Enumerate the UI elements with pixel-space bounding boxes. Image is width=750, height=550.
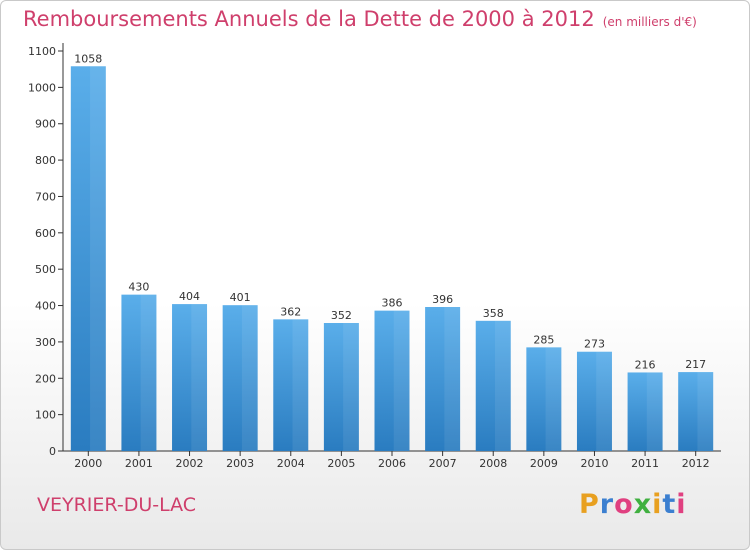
bar bbox=[273, 319, 309, 451]
data-label: 396 bbox=[432, 293, 453, 306]
bar-highlight bbox=[343, 323, 359, 451]
bar bbox=[678, 372, 714, 451]
bar bbox=[222, 305, 258, 451]
logo-letter: o bbox=[614, 489, 634, 520]
data-label: 1058 bbox=[74, 52, 102, 65]
bar-highlight bbox=[545, 347, 562, 451]
y-tick-label: 300 bbox=[35, 336, 56, 349]
data-label: 401 bbox=[230, 291, 251, 304]
bar-highlight bbox=[494, 320, 511, 451]
logo-letter: P bbox=[579, 489, 600, 520]
data-label: 362 bbox=[280, 305, 301, 318]
x-tick-label: 2006 bbox=[378, 457, 406, 470]
y-tick-label: 1000 bbox=[28, 81, 56, 94]
chart-title: Remboursements Annuels de la Dette de 20… bbox=[23, 7, 697, 31]
x-tick-label: 2007 bbox=[429, 457, 457, 470]
bar bbox=[70, 66, 106, 451]
bar bbox=[627, 372, 663, 451]
x-tick-label: 2001 bbox=[125, 457, 153, 470]
bar bbox=[425, 307, 461, 451]
bar-highlight bbox=[292, 319, 309, 451]
data-label: 386 bbox=[382, 297, 403, 310]
logo-letter: i bbox=[676, 489, 687, 520]
data-label: 217 bbox=[685, 358, 706, 371]
logo-letter: r bbox=[599, 489, 615, 520]
data-label: 404 bbox=[179, 290, 200, 303]
logo-letter: x bbox=[633, 489, 653, 520]
data-label: 352 bbox=[331, 309, 352, 322]
y-tick-label: 1100 bbox=[28, 45, 56, 58]
x-tick-label: 2012 bbox=[682, 457, 710, 470]
bar bbox=[323, 323, 359, 451]
chart-title-text: Remboursements Annuels de la Dette de 20… bbox=[23, 7, 595, 31]
bar bbox=[374, 310, 410, 451]
x-tick-label: 2009 bbox=[530, 457, 558, 470]
x-tick-label: 2000 bbox=[74, 457, 102, 470]
bar-highlight bbox=[140, 294, 157, 451]
x-tick-label: 2010 bbox=[580, 457, 608, 470]
x-tick-label: 2008 bbox=[479, 457, 507, 470]
x-tick-label: 2004 bbox=[277, 457, 305, 470]
bar bbox=[172, 304, 208, 451]
bar-highlight bbox=[444, 307, 461, 451]
chart-unit: (en milliers d'€) bbox=[602, 15, 697, 29]
data-label: 358 bbox=[483, 307, 504, 320]
bar-highlight bbox=[393, 310, 410, 451]
data-label: 430 bbox=[128, 281, 149, 294]
bar-highlight bbox=[697, 372, 714, 451]
logo-letter: i bbox=[652, 489, 663, 520]
bar bbox=[576, 351, 612, 451]
bar-highlight bbox=[241, 305, 258, 451]
bar-highlight bbox=[596, 351, 612, 451]
y-tick-label: 0 bbox=[49, 445, 56, 458]
y-tick-label: 100 bbox=[35, 409, 56, 422]
y-tick-label: 200 bbox=[35, 372, 56, 385]
y-tick-label: 500 bbox=[35, 263, 56, 276]
y-tick-label: 800 bbox=[35, 154, 56, 167]
bar-highlight bbox=[191, 304, 208, 451]
x-tick-label: 2005 bbox=[327, 457, 355, 470]
x-tick-label: 2002 bbox=[176, 457, 204, 470]
bar bbox=[475, 320, 511, 451]
data-label: 216 bbox=[635, 358, 656, 371]
x-tick-label: 2011 bbox=[631, 457, 659, 470]
x-tick-label: 2003 bbox=[226, 457, 254, 470]
data-label: 273 bbox=[584, 338, 605, 351]
bar-highlight bbox=[90, 66, 106, 451]
y-tick-label: 400 bbox=[35, 300, 56, 313]
data-label: 285 bbox=[533, 333, 554, 346]
proxiti-logo: Proxiti bbox=[579, 489, 687, 520]
bar bbox=[526, 347, 562, 451]
commune-name: VEYRIER-DU-LAC bbox=[37, 494, 197, 516]
y-tick-label: 700 bbox=[35, 190, 56, 203]
logo-letter: t bbox=[662, 489, 677, 520]
y-tick-label: 600 bbox=[35, 227, 56, 240]
bar bbox=[121, 294, 157, 451]
y-tick-label: 900 bbox=[35, 118, 56, 131]
bar-highlight bbox=[646, 372, 663, 451]
